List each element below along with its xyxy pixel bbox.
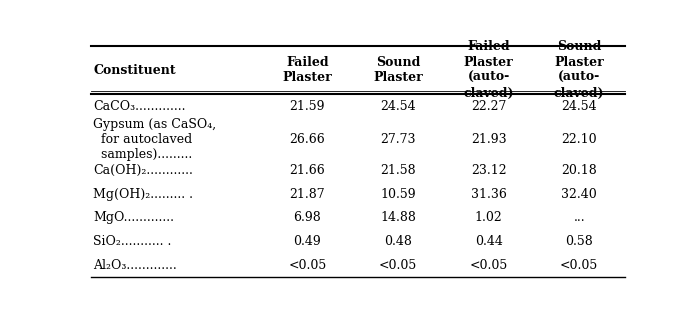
Text: Mg(OH)₂......... .: Mg(OH)₂......... .: [94, 188, 193, 201]
Text: Al₂O₃.............: Al₂O₃.............: [94, 259, 178, 272]
Text: 21.87: 21.87: [290, 188, 325, 201]
Text: Ca(OH)₂............: Ca(OH)₂............: [94, 164, 193, 177]
Text: 10.59: 10.59: [380, 188, 416, 201]
Text: MgO.............: MgO.............: [94, 211, 175, 225]
Text: ...: ...: [573, 211, 585, 225]
Text: Constituent: Constituent: [94, 64, 177, 76]
Text: 0.48: 0.48: [384, 235, 412, 248]
Text: 27.73: 27.73: [380, 133, 416, 146]
Text: 6.98: 6.98: [293, 211, 321, 225]
Text: Sound
Plaster
(auto-
claved): Sound Plaster (auto- claved): [554, 40, 605, 100]
Text: CaCO₃.............: CaCO₃.............: [94, 100, 186, 113]
Text: Sound
Plaster: Sound Plaster: [373, 56, 423, 84]
Text: 24.54: 24.54: [380, 100, 416, 113]
Text: 21.93: 21.93: [471, 133, 506, 146]
Text: 26.66: 26.66: [290, 133, 325, 146]
Text: <0.05: <0.05: [379, 259, 417, 272]
Text: 22.27: 22.27: [471, 100, 506, 113]
Text: 22.10: 22.10: [561, 133, 597, 146]
Text: Failed
Plaster
(auto-
claved): Failed Plaster (auto- claved): [463, 40, 514, 100]
Text: 0.49: 0.49: [293, 235, 321, 248]
Text: Gypsum (as CaSO₄,
  for autoclaved
  samples).........: Gypsum (as CaSO₄, for autoclaved samples…: [94, 118, 217, 161]
Text: <0.05: <0.05: [469, 259, 508, 272]
Text: <0.05: <0.05: [560, 259, 599, 272]
Text: 31.36: 31.36: [471, 188, 506, 201]
Text: 20.18: 20.18: [561, 164, 597, 177]
Text: <0.05: <0.05: [288, 259, 326, 272]
Text: 23.12: 23.12: [471, 164, 506, 177]
Text: 21.59: 21.59: [290, 100, 325, 113]
Text: 0.44: 0.44: [475, 235, 502, 248]
Text: 14.88: 14.88: [380, 211, 416, 225]
Text: 21.58: 21.58: [380, 164, 416, 177]
Text: 24.54: 24.54: [561, 100, 597, 113]
Text: 1.02: 1.02: [475, 211, 502, 225]
Text: 21.66: 21.66: [290, 164, 325, 177]
Text: Failed
Plaster: Failed Plaster: [282, 56, 332, 84]
Text: SiO₂........... .: SiO₂........... .: [94, 235, 172, 248]
Text: 0.58: 0.58: [566, 235, 593, 248]
Text: 32.40: 32.40: [561, 188, 597, 201]
